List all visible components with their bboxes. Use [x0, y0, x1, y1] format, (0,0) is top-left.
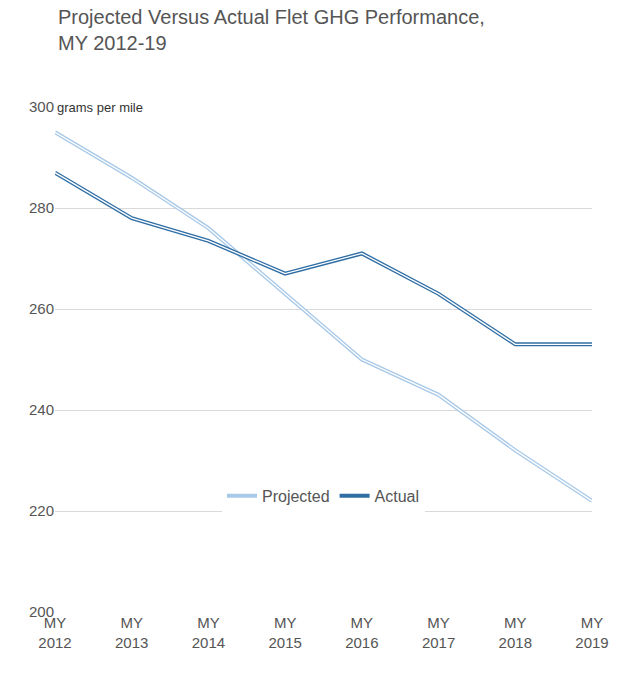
svg-text:300: 300 — [29, 98, 54, 115]
svg-text:MY2012: MY2012 — [38, 614, 71, 651]
svg-text:220: 220 — [29, 502, 54, 519]
svg-text:MY2018: MY2018 — [499, 614, 532, 651]
svg-text:Projected Versus Actual Flet G: Projected Versus Actual Flet GHG Perform… — [58, 6, 485, 54]
svg-text:MY2013: MY2013 — [115, 614, 148, 651]
svg-text:Projected: Projected — [262, 488, 330, 505]
svg-text:200: 200 — [29, 603, 54, 620]
svg-text:260: 260 — [29, 300, 54, 317]
svg-text:MY2016: MY2016 — [345, 614, 378, 651]
svg-text:MY2015: MY2015 — [268, 614, 301, 651]
svg-text:Actual: Actual — [375, 488, 419, 505]
svg-text:280: 280 — [29, 199, 54, 216]
svg-text:grams per mile: grams per mile — [57, 100, 143, 115]
svg-text:MY2019: MY2019 — [575, 614, 608, 651]
svg-text:MY2017: MY2017 — [422, 614, 455, 651]
svg-text:MY2014: MY2014 — [192, 614, 225, 651]
svg-text:240: 240 — [29, 401, 54, 418]
